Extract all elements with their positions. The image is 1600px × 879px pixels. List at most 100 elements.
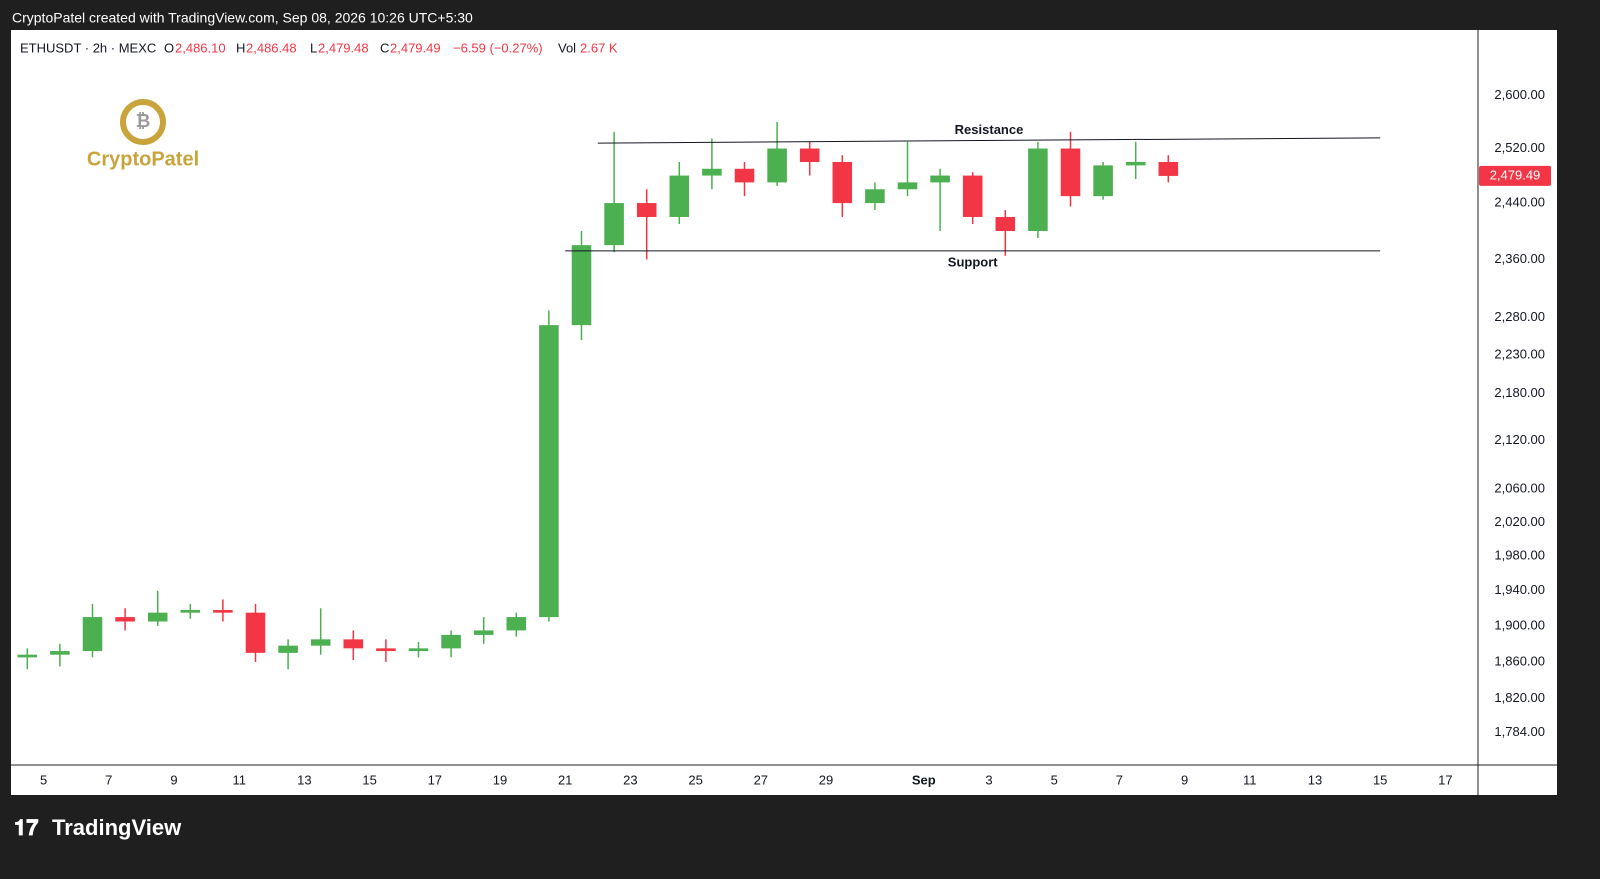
candle-body	[734, 168, 755, 183]
candle-body	[180, 610, 201, 613]
low-value: 2,479.48	[318, 40, 369, 55]
y-tick-label: 2,280.00	[1494, 309, 1545, 324]
logo-icon	[120, 99, 166, 145]
candle-body	[441, 634, 461, 649]
y-tick-label: 2,520.00	[1494, 140, 1545, 155]
x-tick-label: 9	[1181, 772, 1188, 787]
footer-icon: 𝟏𝟕	[14, 815, 39, 840]
high-value: 2,486.48	[246, 40, 297, 55]
candle-body	[1060, 148, 1081, 197]
candle-body	[799, 148, 820, 162]
y-tick-label: 2,180.00	[1494, 385, 1545, 400]
x-tick-label: 25	[688, 772, 702, 787]
y-tick-label: 1,784.00	[1494, 724, 1545, 739]
candle-body	[897, 182, 918, 190]
candle-body	[1093, 165, 1113, 197]
candle-body	[865, 189, 885, 204]
x-tick-label: 7	[1116, 772, 1123, 787]
logo-text: CryptoPatel	[87, 148, 199, 170]
trendline	[597, 137, 1381, 144]
x-tick-label: 17	[428, 772, 442, 787]
y-tick-label: 2,230.00	[1494, 347, 1545, 362]
x-tick-label: Sep	[912, 772, 936, 787]
candle-body	[17, 654, 38, 658]
x-tick-label: 15	[1373, 772, 1387, 787]
y-tick-label: 2,020.00	[1494, 514, 1545, 529]
vol-label: Vol	[558, 40, 576, 55]
vol-value: 2.67 K	[580, 40, 618, 55]
y-tick-label: 1,820.00	[1494, 690, 1545, 705]
candle-body	[930, 175, 950, 183]
candle-body	[702, 168, 722, 176]
x-tick-label: 13	[1308, 772, 1322, 787]
y-tick-label: 2,360.00	[1494, 251, 1545, 266]
candle-body	[506, 617, 527, 631]
candle-body	[1158, 161, 1179, 176]
y-tick-label: 1,940.00	[1494, 582, 1545, 597]
y-tick-label: 2,120.00	[1494, 432, 1545, 447]
symbol: ETHUSDT · 2h · MEXC	[20, 40, 156, 55]
legend-header: ETHUSDT · 2h · MEXC O 2,486.10 H 2,486.4…	[20, 40, 618, 55]
candle-body	[213, 610, 233, 613]
x-tick-label: 11	[232, 772, 246, 787]
logo-glyph: ₿	[136, 111, 151, 131]
candle-body	[245, 612, 266, 653]
trendline-label: Support	[948, 254, 998, 269]
change: −6.59 (−0.27%)	[453, 40, 543, 55]
candle-body	[343, 639, 364, 649]
candle-body	[767, 148, 787, 183]
open-value: 2,486.10	[175, 40, 226, 55]
candle-body	[539, 325, 559, 618]
logo: ₿ CryptoPatel	[87, 99, 199, 170]
footer-text: TradingView	[52, 815, 182, 840]
candle-body	[147, 612, 168, 622]
y-tick-label: 2,440.00	[1494, 194, 1545, 209]
candle-body	[376, 648, 396, 652]
last-price-label: 2,479.49	[1490, 167, 1541, 182]
y-tick-label: 1,860.00	[1494, 653, 1545, 668]
footer-logo: 𝟏𝟕 TradingView	[14, 815, 182, 840]
y-tick-label: 1,980.00	[1494, 548, 1545, 563]
x-tick-label: 23	[623, 772, 637, 787]
y-tick-label: 1,900.00	[1494, 617, 1545, 632]
candle-body	[962, 175, 983, 217]
candle-body	[50, 651, 70, 655]
candle-body	[832, 161, 853, 204]
candle-body	[473, 630, 494, 635]
x-tick-label: 5	[1051, 772, 1058, 787]
x-tick-label: 17	[1438, 772, 1452, 787]
candle-body	[115, 617, 135, 622]
x-tick-label: 27	[754, 772, 768, 787]
candle-body	[310, 639, 331, 646]
high-label: H	[236, 40, 245, 55]
close-label: C	[380, 40, 389, 55]
candle-body	[995, 216, 1016, 232]
close-value: 2,479.49	[390, 40, 441, 55]
y-tick-label: 2,600.00	[1494, 87, 1545, 102]
low-label: L	[310, 40, 317, 55]
top-bar: CryptoPatel created with TradingView.com…	[12, 10, 473, 26]
x-tick-label: 21	[558, 772, 572, 787]
last-price-box	[1479, 165, 1551, 186]
candle-body	[636, 203, 657, 217]
candle-body	[82, 617, 103, 652]
x-tick-label: 9	[170, 772, 177, 787]
x-tick-label: 13	[297, 772, 311, 787]
x-tick-label: 29	[819, 772, 833, 787]
candle-body	[278, 645, 298, 653]
x-tick-label: 15	[362, 772, 376, 787]
x-tick-label: 19	[493, 772, 507, 787]
chart-area	[11, 30, 1557, 795]
y-tick-label: 2,060.00	[1494, 481, 1545, 496]
candle-body	[1125, 161, 1146, 166]
candle-body	[408, 648, 429, 652]
x-tick-label: 7	[105, 772, 112, 787]
candle-body	[571, 245, 592, 326]
x-tick-label: 11	[1243, 772, 1257, 787]
open-label: O	[164, 40, 174, 55]
x-tick-label: 3	[985, 772, 992, 787]
x-tick-label: 5	[40, 772, 47, 787]
candle-body	[669, 175, 690, 217]
